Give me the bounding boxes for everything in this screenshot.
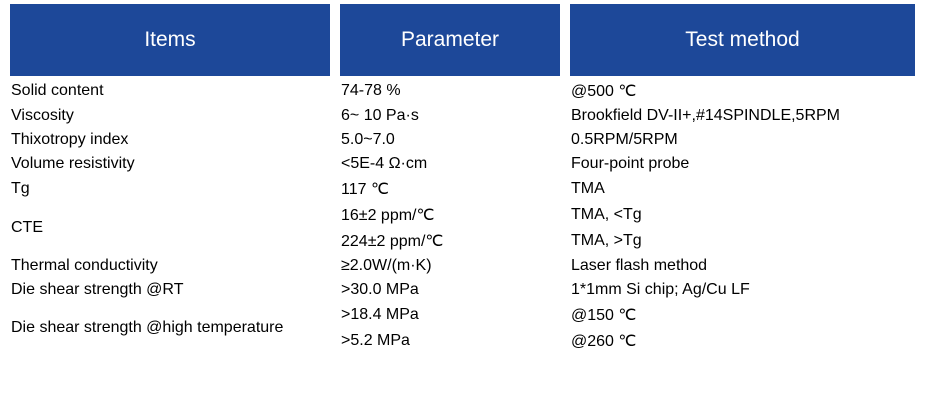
item-cell: Volume resistivity	[11, 155, 135, 172]
test-method-cell: 0.5RPM/5RPM	[571, 131, 678, 148]
table-row: Die shear strength @high temperature >18…	[10, 304, 915, 336]
test-method-cell: @500 ℃	[571, 83, 637, 100]
test-method-cell: Four-point probe	[571, 155, 690, 172]
table-row: Solid content 74-78 % @500 ℃	[10, 80, 915, 102]
table-row: Thixotropy index 5.0~7.0 0.5RPM/5RPM	[10, 130, 915, 150]
spec-table: Items Parameter Test method Solid conten…	[10, 4, 915, 352]
test-method-cell: @150 ℃	[571, 307, 637, 324]
header-label-parameter: Parameter	[400, 28, 500, 51]
table-row: Viscosity 6~ 10 Pa·s Brookfield DV-II+,#…	[10, 106, 915, 126]
parameter-cell: >30.0 MPa	[341, 281, 419, 298]
item-cell: Thermal conductivity	[11, 257, 158, 274]
test-method-cell: TMA	[571, 180, 605, 197]
parameter-cell: <5E-4 Ω·cm	[341, 155, 428, 172]
table-row: Thermal conductivity ≥2.0W/(m·K) Laser f…	[10, 256, 915, 276]
table-row: >5.2 MPa @260 ℃	[10, 330, 915, 352]
parameter-cell: 16±2 ppm/℃	[341, 207, 435, 224]
parameter-cell: >18.4 MPa	[341, 306, 419, 323]
table-row: 224±2 ppm/℃ TMA, >Tg	[10, 230, 915, 252]
test-method-cell: TMA, <Tg	[571, 206, 642, 223]
item-cell: Viscosity	[11, 107, 74, 124]
header-row: Items Parameter Test method	[10, 4, 915, 76]
column-header-parameter: Parameter	[340, 4, 560, 76]
header-label-items: Items	[144, 28, 196, 51]
test-method-cell: Brookfield DV-II+,#14SPINDLE,5RPM	[571, 107, 841, 124]
parameter-cell: 74-78 %	[341, 82, 401, 99]
parameter-cell: 224±2 ppm/℃	[341, 233, 444, 250]
column-header-test-method: Test method	[570, 4, 915, 76]
test-method-cell: Laser flash method	[571, 257, 708, 274]
table-row: CTE 16±2 ppm/℃ TMA, <Tg	[10, 204, 915, 236]
parameter-cell: 5.0~7.0	[341, 131, 395, 148]
parameter-cell: >5.2 MPa	[341, 332, 410, 349]
parameter-cell: 117 ℃	[341, 181, 389, 198]
parameter-cell: ≥2.0W/(m·K)	[341, 257, 432, 274]
table-row: Volume resistivity <5E-4 Ω·cm Four-point…	[10, 154, 915, 174]
item-cell: Tg	[11, 180, 30, 197]
table-row: Tg 117 ℃ TMA	[10, 178, 915, 200]
column-header-items: Items	[10, 4, 330, 76]
item-cell: Solid content	[11, 82, 104, 99]
parameter-cell: 6~ 10 Pa·s	[341, 107, 419, 124]
item-cell-merged: Die shear strength @high temperature	[11, 319, 284, 336]
header-label-test-method: Test method	[685, 28, 800, 51]
item-cell: Die shear strength @RT	[11, 281, 184, 298]
item-cell: Thixotropy index	[11, 131, 129, 148]
test-method-cell: TMA, >Tg	[571, 232, 642, 249]
item-cell-merged: CTE	[11, 219, 43, 236]
test-method-cell: 1*1mm Si chip; Ag/Cu LF	[571, 281, 750, 298]
test-method-cell: @260 ℃	[571, 333, 637, 350]
table-row: Die shear strength @RT >30.0 MPa 1*1mm S…	[10, 280, 915, 300]
